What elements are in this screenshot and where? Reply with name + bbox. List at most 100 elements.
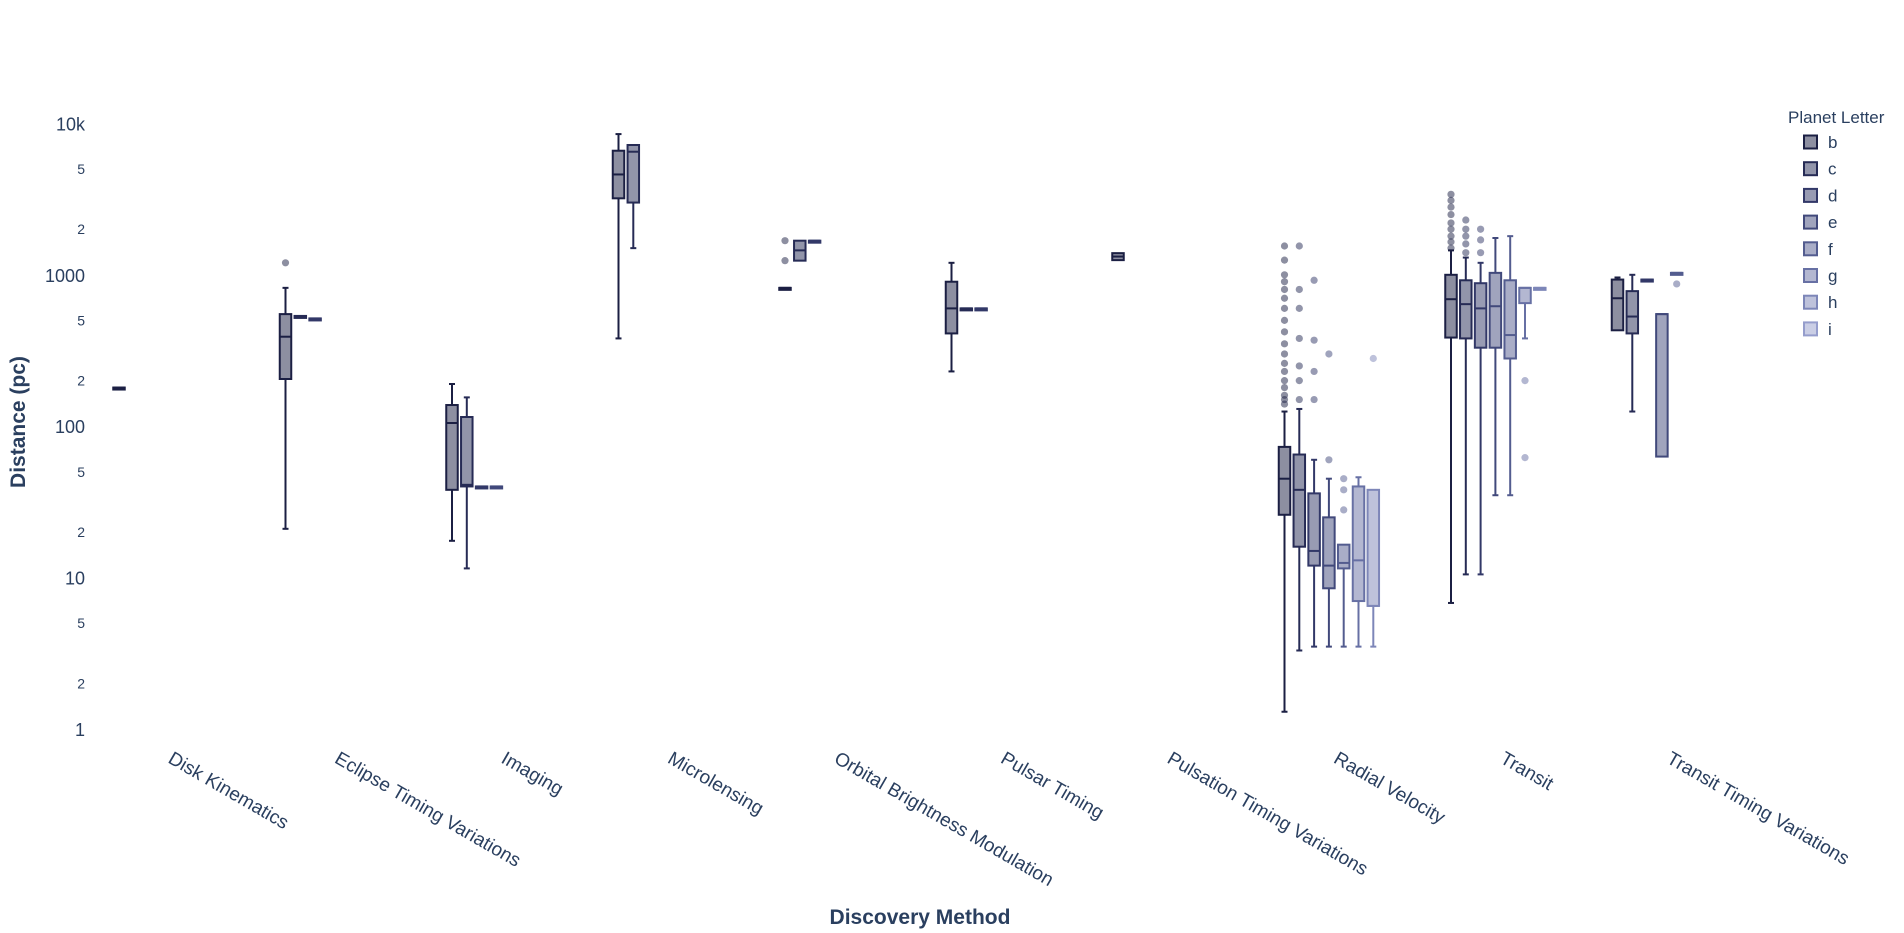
box-body [1488,271,1503,349]
box-body [1459,279,1473,340]
legend-item-i: i [1803,320,1832,339]
box-trace-e [1488,237,1503,497]
box-trace-c [1625,273,1640,413]
legend-item-g: g [1803,267,1837,286]
legend-item-h: h [1803,293,1837,312]
outlier-point [1447,238,1455,246]
outlier-point [1447,232,1455,240]
legend-swatch [1803,294,1818,310]
outlier-point [1295,242,1303,250]
box-trace-b [1277,242,1292,713]
y-tick-label: 10 [65,569,85,589]
box-trace-e [1655,313,1669,458]
outlier-point [1521,454,1529,462]
outlier-point [1295,395,1303,404]
outlier-point [1280,316,1289,324]
outlier-point [1310,395,1318,404]
x-tick-label: Transit [1497,748,1558,795]
legend-swatch [1803,321,1818,337]
outlier-point [1280,359,1289,367]
box-trace-b [1111,252,1125,262]
outlier-point [1295,285,1303,294]
y-minor-tick-label: 5 [77,161,85,177]
box-body [1307,492,1321,567]
box-body [1322,516,1336,590]
outlier-point [1280,391,1289,399]
box-trace-d [974,307,988,312]
box-trace-c [959,307,974,312]
y-tick-label: 1000 [45,266,85,286]
y-tick-label: 1 [75,720,85,740]
x-axis-ticks: Disk Kinematics Eclipse Timing Variations… [165,748,1853,891]
x-tick-label: Imaging [498,748,567,800]
outlier-point [1477,236,1485,244]
box-trace-d [308,317,322,322]
outlier-point [1673,280,1681,288]
box-trace-f [1503,235,1517,497]
box-trace-b [778,237,792,291]
outlier-point [1280,350,1289,358]
box-trace-h [1533,286,1547,291]
x-tick-label: Disk Kinematics [165,748,293,834]
box-trace-b [611,133,626,340]
x-tick-label: Radial Velocity [1330,748,1449,829]
box-trace-d [1307,276,1321,648]
y-tick-label: 10k [56,114,86,134]
box-body [1366,488,1381,607]
outlier-point [1295,377,1303,385]
y-minor-tick-label: 2 [77,221,85,237]
box-body [1277,445,1292,516]
x-tick-label: Eclipse Timing Variations [331,748,524,872]
legend-item-b: b [1803,133,1837,152]
y-minor-tick-label: 5 [77,464,85,480]
outlier-point [1325,456,1333,464]
outlier-point [1462,240,1470,248]
outlier-point [1280,383,1289,392]
box-body [626,143,641,204]
box-body [1292,453,1307,548]
outlier-point [1310,336,1318,344]
outlier-point [1295,362,1303,370]
box-body [1444,273,1458,339]
legend-item-d: d [1803,186,1837,205]
legend-swatch [1803,268,1818,283]
outlier-point [1280,278,1289,286]
outlier-point [1447,196,1455,205]
outlier-point [1280,377,1289,385]
box-trace-b [1610,276,1625,332]
x-tick-label: Microlensing [664,748,767,820]
outlier-point [1280,285,1289,294]
outlier-point [1447,190,1455,198]
outlier-point [1447,219,1455,227]
legend-swatch [1803,161,1818,177]
outlier-point [1280,242,1289,250]
box-trace-c [793,239,807,262]
box-body [445,404,459,491]
legend-item-c: c [1803,160,1837,179]
legend-item-e: e [1803,213,1837,232]
outlier-point [1280,256,1289,264]
outlier-point [1340,506,1348,514]
box-trace-f [1336,475,1351,648]
y-minor-tick-label: 2 [77,373,85,389]
legend-title: Planet Letter [1788,108,1885,127]
legend-label: c [1828,160,1837,179]
box-trace-d [807,239,822,244]
outlier-point [1295,334,1303,343]
y-minor-tick-label: 2 [77,675,85,691]
box-body [1655,313,1669,458]
outlier-point [1369,354,1377,363]
outlier-point [1280,294,1289,302]
legend-label: e [1828,213,1837,232]
box-body [1336,543,1351,570]
box-body [1473,282,1488,349]
outlier-point [1340,475,1348,483]
outlier-point [1280,340,1289,348]
x-tick-label: Pulsar Timing [997,748,1107,824]
legend-swatch [1803,134,1818,150]
y-minor-tick-label: 2 [77,524,85,540]
box-trace-e [1322,350,1336,648]
legend-label: d [1828,186,1837,205]
outlier-point [1280,271,1289,279]
